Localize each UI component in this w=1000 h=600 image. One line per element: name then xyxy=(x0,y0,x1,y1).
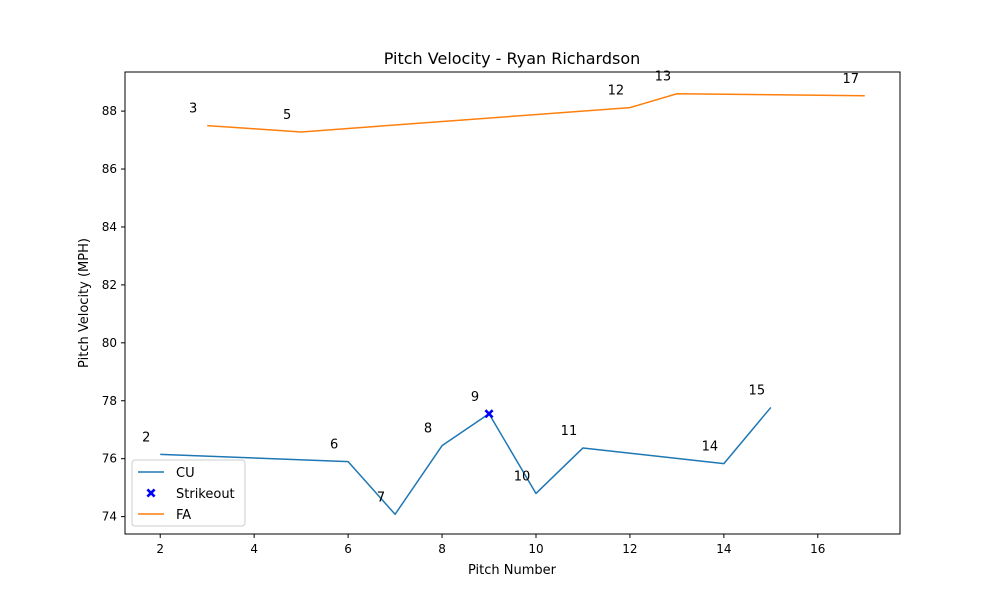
point-label: 12 xyxy=(608,84,625,99)
y-axis-label: Pitch Velocity (MPH) xyxy=(77,238,92,368)
point-label: 9 xyxy=(471,390,479,405)
point-label: 11 xyxy=(561,424,578,439)
plot-area: 2 6 7 8 9 10 11 14 15 3 5 12 13 17 xyxy=(142,70,865,516)
y-tick-label: 80 xyxy=(102,336,117,350)
legend-swatch-strikeout xyxy=(146,488,156,498)
strikeout-marker xyxy=(484,409,494,419)
point-label: 10 xyxy=(514,469,531,484)
y-tick-label: 78 xyxy=(102,394,117,408)
chart-title: Pitch Velocity - Ryan Richardson xyxy=(384,49,641,68)
point-label: 13 xyxy=(655,70,672,85)
y-tick-label: 88 xyxy=(102,104,117,118)
legend-label: FA xyxy=(176,508,191,523)
point-label: 6 xyxy=(330,438,338,453)
x-tick-label: 2 xyxy=(156,542,164,556)
y-tick-label: 74 xyxy=(102,510,117,524)
y-tick-label: 86 xyxy=(102,162,117,176)
x-tick-label: 10 xyxy=(528,542,543,556)
x-tick-label: 6 xyxy=(344,542,352,556)
point-label: 17 xyxy=(842,72,859,87)
y-tick-label: 82 xyxy=(102,278,117,292)
y-axis-ticks: 74 76 78 80 82 84 86 88 xyxy=(102,104,125,524)
legend: CU Strikeout FA xyxy=(131,459,246,527)
point-label: 15 xyxy=(749,383,766,398)
x-tick-label: 12 xyxy=(622,542,637,556)
x-axis-label: Pitch Number xyxy=(468,563,557,578)
plot-frame xyxy=(124,71,901,535)
point-label: 8 xyxy=(424,422,432,437)
x-tick-label: 14 xyxy=(716,542,731,556)
x-tick-label: 4 xyxy=(250,542,258,556)
point-label: 3 xyxy=(189,102,197,117)
series-line-fa xyxy=(207,92,865,133)
legend-box xyxy=(131,459,246,527)
point-label: 14 xyxy=(702,440,719,455)
point-label: 2 xyxy=(142,430,150,445)
point-label: 5 xyxy=(283,108,291,123)
y-tick-label: 84 xyxy=(102,220,117,234)
legend-label: CU xyxy=(176,466,195,481)
x-tick-label: 8 xyxy=(438,542,446,556)
series-line-cu xyxy=(160,406,772,516)
y-tick-label: 76 xyxy=(102,452,117,466)
x-tick-label: 16 xyxy=(810,542,825,556)
legend-label: Strikeout xyxy=(176,487,235,502)
x-axis-ticks: 2 4 6 8 10 12 14 16 xyxy=(156,534,825,556)
point-label: 7 xyxy=(377,490,385,505)
